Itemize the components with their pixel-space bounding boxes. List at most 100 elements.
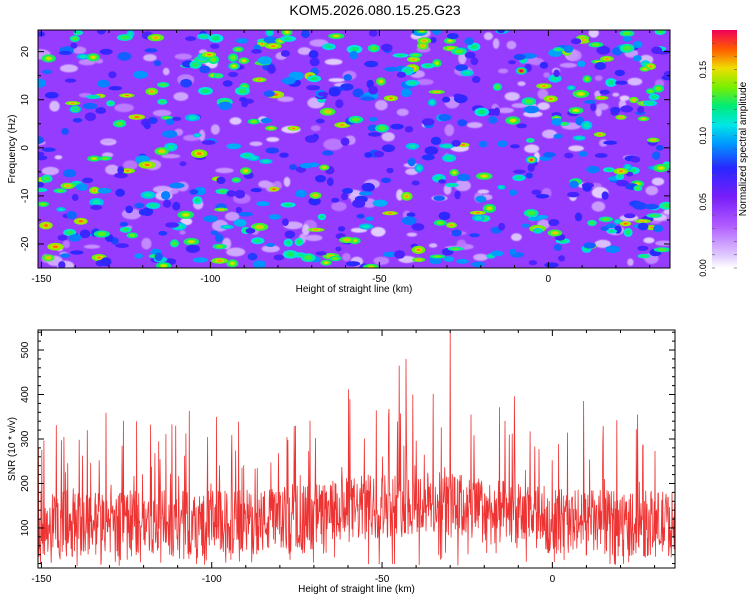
heatmap-blob-core	[461, 144, 465, 146]
heatmap-blob	[569, 180, 579, 189]
heatmap-blob	[630, 156, 641, 163]
heatmap-low-patch	[594, 239, 611, 248]
heatmap-low-patch	[477, 189, 490, 194]
heatmap-blob-core	[448, 47, 453, 50]
heatmap-blob-core	[40, 202, 47, 206]
heatmap-blob	[308, 197, 321, 206]
heatmap-blob	[539, 61, 549, 69]
heatmap-blob	[563, 45, 574, 53]
heatmap-blob-core	[58, 208, 64, 211]
heatmap-blob-core	[163, 116, 171, 119]
heatmap-blob-core	[124, 94, 130, 97]
heatmap-blob	[544, 262, 559, 268]
heatmap-blob-core	[535, 229, 541, 233]
heatmap-blob-core	[604, 57, 610, 60]
heatmap-blob-core	[322, 166, 326, 169]
heatmap-blob-core	[645, 101, 654, 106]
heatmap-low-patch	[406, 232, 418, 237]
heatmap-blob-core	[643, 68, 647, 70]
heatmap-blob	[341, 192, 348, 201]
snr-y-tick-label: 300	[20, 430, 31, 447]
heatmap-blob-core	[582, 39, 586, 41]
heatmap-frame	[37, 29, 671, 269]
heatmap-blob	[42, 69, 53, 75]
heatmap-blob-core	[448, 183, 456, 187]
heatmap-blob	[632, 202, 648, 210]
heatmap-blob	[158, 230, 168, 236]
heatmap-blob-core	[325, 44, 333, 49]
heatmap-blob	[364, 60, 379, 68]
heatmap-low-patch	[504, 92, 520, 101]
snr-y-tick-label: 100	[20, 519, 31, 536]
heatmap-low-patch	[543, 72, 550, 78]
heatmap-blob	[584, 99, 596, 104]
heatmap-blob	[531, 189, 542, 195]
heatmap-blob-core	[89, 95, 98, 99]
heatmap-blob	[424, 146, 439, 155]
heatmap-blob	[633, 55, 642, 62]
heatmap-low-patch	[100, 139, 116, 144]
heatmap-blob	[331, 197, 340, 203]
heatmap-blob-core	[649, 65, 653, 68]
heatmap-blob-core	[387, 212, 393, 214]
heatmap-blob-core	[257, 79, 262, 81]
heatmap-blob	[381, 43, 393, 52]
heatmap-blob-core	[250, 120, 257, 124]
heatmap-low-patch	[537, 102, 550, 110]
heatmap-low-patch	[375, 100, 388, 111]
heatmap-blob	[421, 154, 435, 161]
heatmap-blob	[71, 193, 79, 202]
heatmap-blob	[396, 71, 407, 78]
heatmap-blob	[447, 33, 459, 40]
heatmap-low-patch	[323, 138, 344, 151]
heatmap-blob	[210, 230, 219, 236]
heatmap-blob	[162, 199, 172, 208]
heatmap-blob-core	[101, 157, 109, 160]
heatmap-blob	[510, 144, 520, 149]
heatmap-blob	[574, 212, 583, 222]
heatmap-low-patch	[328, 78, 345, 83]
heatmap-blob-core	[584, 76, 590, 82]
heatmap-blob-core	[72, 36, 78, 41]
heatmap-low-patch	[49, 100, 60, 112]
heatmap-blob-core	[555, 48, 561, 51]
heatmap-blob	[322, 150, 334, 156]
heatmap-blob	[226, 190, 236, 197]
heatmap-low-patch	[174, 53, 192, 60]
heatmap-blob	[189, 189, 199, 195]
heatmap-blob-core	[257, 225, 263, 229]
heatmap-blob-core	[351, 117, 360, 122]
heatmap-blob	[564, 152, 574, 159]
heatmap-low-patch	[596, 103, 609, 111]
heatmap-blob	[637, 245, 649, 251]
heatmap-blob-core	[488, 254, 494, 258]
heatmap-blob-core	[649, 226, 654, 229]
heatmap-blob	[172, 116, 182, 121]
heatmap-blob	[464, 51, 476, 59]
heatmap-blob-core	[596, 61, 601, 63]
heatmap-blob-core	[436, 221, 444, 225]
heatmap-x-axis-label: Height of straight line (km)	[296, 284, 413, 295]
heatmap-blob	[451, 229, 462, 237]
heatmap-blob	[542, 152, 556, 158]
heatmap-blob	[315, 175, 326, 183]
heatmap-blob	[335, 246, 342, 252]
heatmap-blob	[651, 151, 661, 160]
heatmap-low-patch	[466, 122, 483, 129]
heatmap-blob	[252, 260, 267, 268]
heatmap-blob-core	[199, 34, 208, 39]
heatmap-blob	[210, 43, 220, 49]
heatmap-blob-core	[284, 203, 293, 207]
heatmap-blob	[144, 122, 151, 130]
heatmap-blob-core	[319, 215, 325, 219]
heatmap-blob	[60, 253, 71, 258]
heatmap-low-patch	[594, 75, 603, 81]
heatmap-blob	[260, 117, 272, 124]
heatmap-low-patch	[496, 107, 514, 114]
heatmap-blob	[185, 36, 196, 42]
heatmap-blob-core	[122, 228, 129, 232]
heatmap-blob-core	[429, 100, 435, 105]
heatmap-blob	[365, 216, 374, 221]
heatmap-blob	[486, 108, 498, 116]
heatmap-blob-core	[211, 35, 220, 41]
